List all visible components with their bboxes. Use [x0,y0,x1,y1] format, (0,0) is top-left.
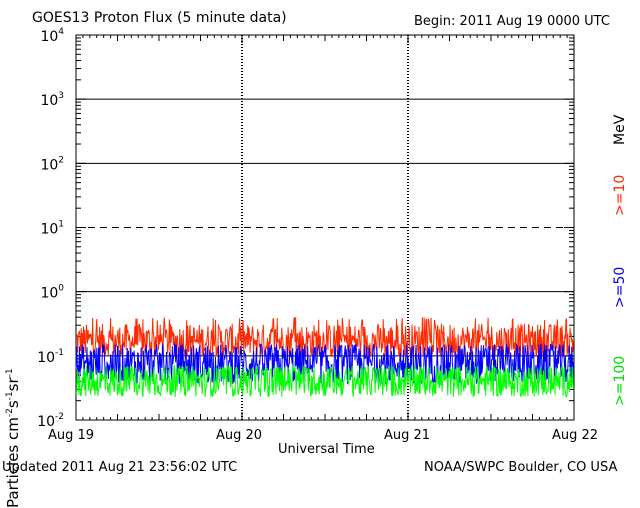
updated-timestamp: Updated 2011 Aug 21 23:56:02 UTC [2,460,238,475]
x-tick-label: Aug 20 [216,428,263,443]
y-tick-label: 103 [40,91,64,109]
legend-unit: MeV [612,114,628,145]
y-tick-label: 10-1 [37,348,64,366]
legend-ge50: >=50 [612,266,628,308]
x-tick-label: Aug 19 [48,428,95,443]
legend-ge10: >=10 [612,174,628,216]
series-line [75,364,574,399]
y-tick-label: 101 [40,220,64,238]
y-tick-label: 104 [40,27,64,45]
y-tick-label: 10-2 [37,412,64,430]
y-tick-label: 102 [40,155,64,173]
y-tick-labels: 10-2 10-1 100 101 102 103 104 [37,27,64,430]
legend-ge100: >=100 [612,355,628,406]
proton-flux-chart: 10-2 10-1 100 101 102 103 104 [37,27,575,430]
flux-series [75,317,574,399]
x-axis-title: Universal Time [278,442,375,457]
x-tick-label: Aug 21 [384,428,431,443]
y-axis-label: Particles cm-2s-1sr-1 [4,368,22,508]
day-separator-lines [241,35,409,420]
reference-lines [76,98,574,357]
x-tick-label: Aug 22 [552,428,599,443]
credit: NOAA/SWPC Boulder, CO USA [424,460,618,475]
y-tick-label: 100 [40,284,64,302]
chart-title: GOES13 Proton Flux (5 minute data) [32,10,287,26]
begin-time: Begin: 2011 Aug 19 0000 UTC [414,14,610,29]
